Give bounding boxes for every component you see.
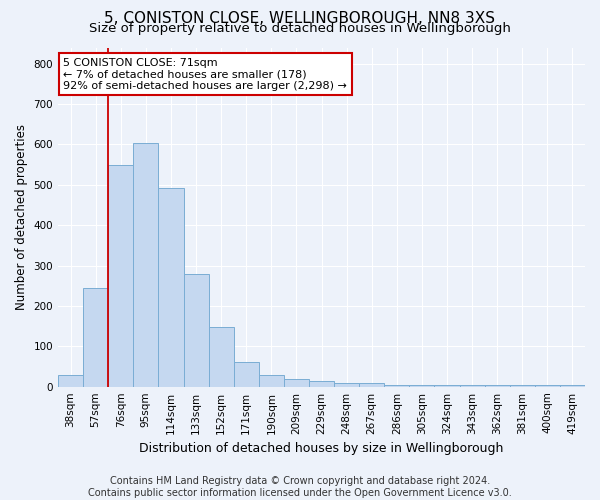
Bar	[560, 384, 585, 386]
Bar	[58, 374, 83, 386]
Text: 5, CONISTON CLOSE, WELLINGBOROUGH, NN8 3XS: 5, CONISTON CLOSE, WELLINGBOROUGH, NN8 3…	[104, 11, 496, 26]
Bar	[409, 384, 434, 386]
Bar	[184, 274, 209, 386]
Bar	[384, 384, 409, 386]
Bar	[83, 288, 108, 386]
Text: Size of property relative to detached houses in Wellingborough: Size of property relative to detached ho…	[89, 22, 511, 35]
Bar	[309, 382, 334, 386]
Bar	[510, 384, 535, 386]
Bar	[259, 374, 284, 386]
Bar	[485, 384, 510, 386]
X-axis label: Distribution of detached houses by size in Wellingborough: Distribution of detached houses by size …	[139, 442, 504, 455]
Text: 5 CONISTON CLOSE: 71sqm
← 7% of detached houses are smaller (178)
92% of semi-de: 5 CONISTON CLOSE: 71sqm ← 7% of detached…	[64, 58, 347, 91]
Bar	[133, 143, 158, 386]
Bar	[158, 188, 184, 386]
Bar	[233, 362, 259, 386]
Bar	[434, 384, 460, 386]
Bar	[460, 384, 485, 386]
Text: Contains HM Land Registry data © Crown copyright and database right 2024.
Contai: Contains HM Land Registry data © Crown c…	[88, 476, 512, 498]
Bar	[334, 382, 359, 386]
Bar	[535, 384, 560, 386]
Bar	[284, 380, 309, 386]
Y-axis label: Number of detached properties: Number of detached properties	[15, 124, 28, 310]
Bar	[108, 166, 133, 386]
Bar	[359, 382, 384, 386]
Bar	[209, 327, 233, 386]
